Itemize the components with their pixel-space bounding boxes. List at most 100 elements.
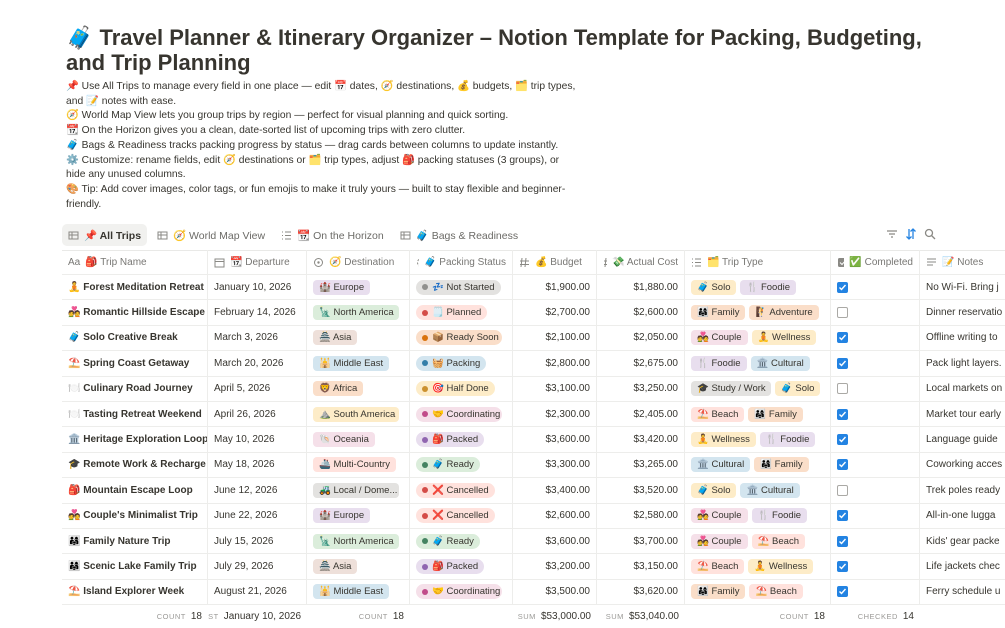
checkbox[interactable] bbox=[837, 383, 848, 395]
destination-tag: 🗽 North America bbox=[313, 533, 399, 549]
checkbox[interactable] bbox=[837, 307, 848, 319]
cell: $3,300.00 bbox=[513, 452, 597, 478]
table-row[interactable]: 🏛️ Heritage Exploration Loop May 10, 2026… bbox=[62, 427, 1005, 453]
filter-icon[interactable] bbox=[886, 228, 898, 240]
cell: 🍽️ Culinary Road Journey bbox=[62, 376, 208, 401]
cell-text: April 5, 2026 bbox=[214, 383, 271, 395]
cell: 🚜 Local / Dome... bbox=[307, 478, 410, 503]
table-row[interactable]: 🎓 Remote Work & Recharge May 18, 2026 🚢 Mu… bbox=[62, 452, 1005, 479]
table-row[interactable]: 👨‍👩‍👧 Family Nature Trip July 15, 2026 🗽 N… bbox=[62, 529, 1005, 555]
cell: $3,250.00 bbox=[597, 376, 685, 401]
trip-type-tag: 🎓 Study / Work bbox=[691, 381, 771, 397]
cell: 💑 Romantic Hillside Escape bbox=[62, 300, 208, 325]
cell-text: 👨‍👩‍👧 Scenic Lake Family Trip bbox=[68, 561, 197, 573]
column-header: 🗂️ Trip Type bbox=[685, 250, 831, 275]
status-tag: 🎯 Half Done bbox=[416, 381, 495, 397]
cell-text: April 26, 2026 bbox=[214, 408, 276, 420]
destination-tag: ⛰️ South America bbox=[313, 406, 399, 422]
table-row[interactable]: 🎒 Mountain Escape Loop June 12, 2026 🚜 Loc… bbox=[62, 478, 1005, 504]
view-tab[interactable]: 📌 All Trips bbox=[62, 224, 148, 246]
destination-tag: 🏰 Europe bbox=[313, 279, 371, 295]
cell-text: Language guide bbox=[926, 434, 998, 446]
table-row[interactable]: 💑 Couple's Minimalist Trip June 22, 2026 🏰… bbox=[62, 503, 1005, 529]
cell-text: $3,420.00 bbox=[633, 434, 679, 446]
status-tag: 🤝 Coordinating bbox=[416, 406, 502, 422]
checkbox[interactable] bbox=[837, 408, 848, 420]
calc-value: $53,040.00 bbox=[628, 611, 679, 623]
destination-tag: 🚢 Multi-Country bbox=[313, 457, 396, 473]
cell: $3,200.00 bbox=[513, 554, 597, 579]
checkbox[interactable] bbox=[837, 434, 848, 446]
cell: Dinner reservatio bbox=[920, 300, 1005, 324]
cell: 💑 Couple's Minimalist Trip bbox=[62, 503, 208, 528]
cell: July 29, 2026 bbox=[208, 554, 307, 579]
checkbox[interactable] bbox=[837, 561, 848, 573]
icon bbox=[68, 231, 79, 239]
checkbox[interactable] bbox=[837, 332, 848, 344]
view-tab[interactable]: 📆 On the Horizon bbox=[275, 224, 390, 246]
tag-text: 🎒 Packed bbox=[432, 561, 479, 573]
cell bbox=[831, 529, 920, 554]
calculation: COUNT 18 bbox=[307, 605, 410, 628]
cell: Trek poles ready bbox=[920, 478, 1005, 502]
table-row[interactable]: ⛱️ Spring Coast Getaway March 20, 2026 🕌 M… bbox=[62, 351, 1005, 377]
trip-type-tag: 🧳 Solo bbox=[691, 482, 737, 498]
cell-text: $2,405.00 bbox=[633, 408, 679, 420]
cell-text: Kids' gear packe bbox=[926, 535, 1000, 547]
cell bbox=[831, 376, 920, 401]
cell: 💑 Couple 🍴 Foodie bbox=[685, 503, 831, 528]
table-row[interactable]: 🍽️ Tasting Retreat Weekend April 26, 2026… bbox=[62, 402, 1005, 428]
table-row[interactable]: 🧘 Forest Meditation Retreat January 10, 2… bbox=[62, 275, 1005, 301]
cell-text: July 15, 2026 bbox=[214, 535, 274, 547]
cell: 🏛️ Cultural 👨‍👩‍👧 Family bbox=[685, 452, 831, 478]
cell-text: June 12, 2026 bbox=[214, 484, 278, 496]
table-row[interactable]: 💑 Romantic Hillside Escape February 14, 2… bbox=[62, 300, 1005, 326]
cell: $2,405.00 bbox=[597, 402, 685, 427]
status-tag: 🗒️ Planned bbox=[416, 305, 488, 321]
checkbox[interactable] bbox=[837, 459, 848, 471]
column-label: ✅ Completed bbox=[849, 256, 913, 268]
destination-tag: 🐚 Oceania bbox=[313, 432, 375, 448]
status-dot bbox=[422, 487, 428, 494]
sort-icon[interactable] bbox=[905, 228, 917, 240]
cell-text: $3,600.00 bbox=[545, 434, 591, 446]
icon bbox=[400, 231, 411, 239]
cell bbox=[831, 427, 920, 452]
table-row[interactable]: 🍽️ Culinary Road Journey April 5, 2026 🦁 A… bbox=[62, 376, 1005, 402]
view-tab[interactable]: 🧭 World Map View bbox=[151, 224, 271, 246]
tag-text: 💤 Not Started bbox=[432, 281, 495, 293]
cell bbox=[831, 478, 920, 503]
table-row[interactable]: 👨‍👩‍👧 Scenic Lake Family Trip July 29, 20… bbox=[62, 554, 1005, 580]
cell bbox=[831, 351, 920, 376]
trip-type-tag: 🏛️ Cultural bbox=[750, 355, 810, 371]
cell: 🏛️ Heritage Exploration Loop bbox=[62, 427, 208, 452]
checkbox[interactable] bbox=[837, 586, 848, 598]
trip-type-tag: 🍴 Foodie bbox=[751, 508, 808, 524]
checkbox[interactable] bbox=[837, 357, 848, 369]
destination-tag: 🏯 Asia bbox=[313, 559, 358, 575]
checkbox[interactable] bbox=[837, 510, 848, 522]
cell: April 26, 2026 bbox=[208, 402, 307, 427]
cell: $2,800.00 bbox=[513, 351, 597, 376]
cell: June 12, 2026 bbox=[208, 478, 307, 503]
check bbox=[839, 538, 847, 545]
cell: 🕌 Middle East bbox=[307, 351, 410, 376]
cell: 💑 Couple 🧘 Wellness bbox=[685, 325, 831, 351]
table-row[interactable]: 🧳 Solo Creative Break March 3, 2026 🏯 Asia… bbox=[62, 325, 1005, 352]
checkbox[interactable] bbox=[837, 281, 848, 293]
search-icon[interactable] bbox=[924, 228, 936, 240]
checkbox[interactable] bbox=[837, 535, 848, 547]
calc-value: January 10, 2026 bbox=[223, 611, 301, 623]
cell-text: May 10, 2026 bbox=[214, 434, 275, 446]
table-row[interactable]: ⛱️ Island Explorer Week August 21, 2026 🕌 … bbox=[62, 579, 1005, 606]
cell: 🦁 Africa bbox=[307, 376, 410, 401]
status-dot bbox=[422, 411, 428, 418]
cell-text: All-in-one lugga bbox=[926, 510, 996, 522]
cell-text: Pack light layers. bbox=[926, 357, 1002, 369]
trip-type-tag: 🧳 Solo bbox=[774, 381, 820, 397]
view-tab[interactable]: 🧳 Bags & Readiness bbox=[394, 224, 524, 246]
checkbox[interactable] bbox=[837, 484, 848, 496]
cell: $2,700.00 bbox=[513, 300, 597, 325]
cell-text: $1,880.00 bbox=[633, 281, 679, 293]
tag-text: ❌ Cancelled bbox=[432, 484, 489, 496]
